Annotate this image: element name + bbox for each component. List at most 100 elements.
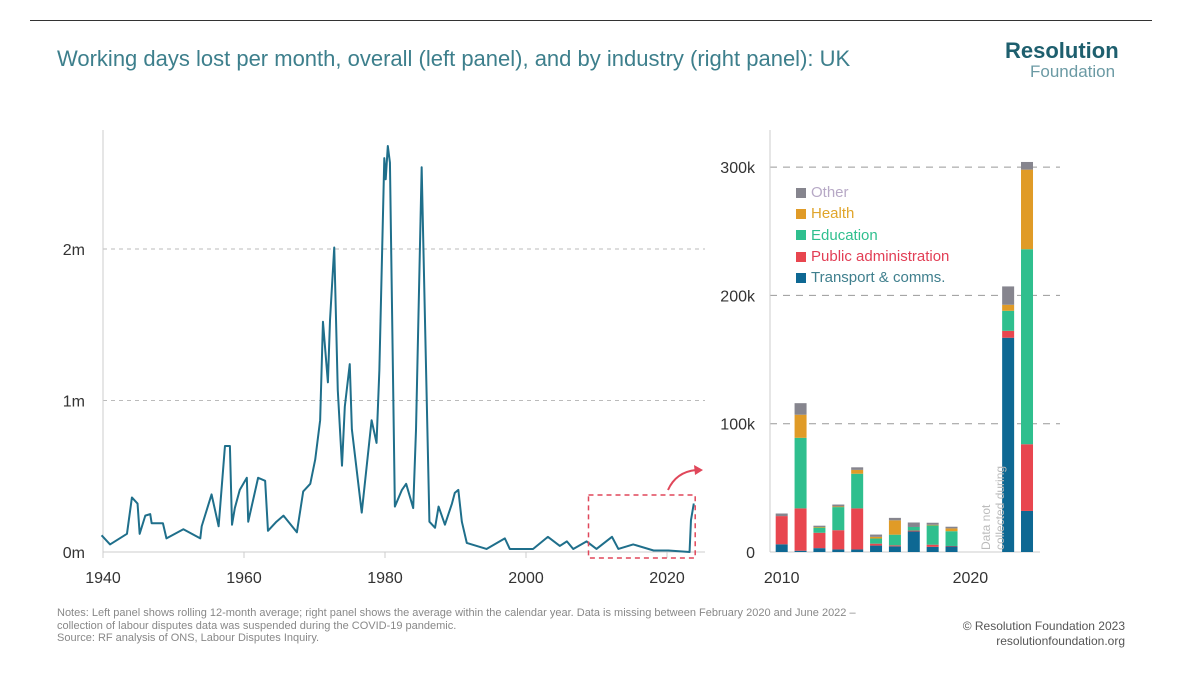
annotation-data-not-collected: Data not collected during [979,466,1007,550]
legend-swatch [796,251,806,262]
bar-segment-transport-comms--2016 [888,546,901,552]
legend-label: Education [811,226,878,244]
bar-segment-health-2014 [851,469,864,474]
legend-label: Public administration [811,247,950,265]
credit: © Resolution Foundation 2023 resolutionf… [963,619,1125,649]
bar-segment-education-2014 [851,473,864,509]
bar-segment-other-2022 [1002,286,1015,305]
bar-segment-public-administration-2017 [907,530,920,532]
bar-segment-public-administration-2019 [945,545,958,547]
bar-segment-health-2013 [832,506,845,508]
bar-segment-public-administration-2010 [775,516,788,545]
notes: Notes: Left panel shows rolling 12-month… [57,607,937,645]
bar-segment-education-2018 [926,525,939,545]
bar-segment-transport-comms--2022 [1002,337,1015,552]
legend-swatch [796,230,806,241]
bar-segment-public-administration-2018 [926,544,939,547]
chart-title: Working days lost per month, overall (le… [57,46,851,71]
bar-segment-other-2010 [775,513,788,517]
logo-line1: Resolution [1005,38,1119,63]
bar-segment-other-2015 [870,534,883,537]
y-tick-label: 300k [720,160,756,177]
bar-segment-education-2011 [794,437,807,509]
bar-segment-public-administration-2012 [813,532,826,549]
website[interactable]: resolutionfoundation.org [996,634,1125,648]
bar-segment-health-2022 [1002,304,1015,311]
legend-label: Other [811,184,849,201]
legend-item-public-administration: Public administration [796,246,949,267]
source-line: Source: RF analysis of ONS, Labour Dispu… [57,632,320,644]
bar-segment-health-2018 [926,524,939,526]
bar-segment-other-2016 [888,517,901,521]
y-tick-label: 2m [63,242,85,259]
arrow-icon [667,469,697,491]
highlight-box [587,494,696,559]
legend: Other Health Education Public administra… [796,182,949,288]
logo-line2: Foundation [1030,62,1116,81]
bar-segment-transport-comms--2015 [870,545,883,552]
bar-segment-other-2017 [907,522,920,527]
y-tick-label: 0 [746,545,755,562]
series-line [100,144,695,553]
y-tick-label: 1m [63,394,85,411]
x-tick-label: 2020 [649,570,685,587]
bar-segment-health-2019 [945,528,958,532]
bar-segment-public-administration-2023 [1021,444,1034,511]
bar-segment-education-2012 [813,527,826,533]
x-tick-label: 2020 [953,570,989,587]
bar-segment-education-2022 [1002,310,1015,331]
top-rule [30,20,1152,21]
bar-segment-transport-comms--2012 [813,548,826,552]
notes-line: collection of labour disputes data was s… [57,619,457,632]
bar-segment-public-administration-2015 [870,543,883,546]
bar-segment-public-administration-2013 [832,530,845,550]
legend-item-health: Health [796,203,949,224]
annotation-line: Data not [979,504,993,550]
y-tick-label: 200k [720,288,756,305]
bar-segment-health-2016 [888,520,901,535]
bar-segment-public-administration-2014 [851,508,864,550]
bar-segment-transport-comms--2011 [794,550,807,552]
bar-segment-other-2023 [1021,161,1034,170]
bar-segment-other-2013 [832,504,845,507]
bar-segment-health-2011 [794,414,807,438]
x-tick-label: 1980 [367,570,403,587]
x-tick-label: 1960 [226,570,262,587]
bar-segment-transport-comms--2019 [945,546,958,552]
bar-segment-health-2023 [1021,169,1034,250]
x-tick-label: 2000 [508,570,544,587]
bar-segment-transport-comms--2023 [1021,510,1034,552]
bar-segment-other-2012 [813,525,826,527]
legend-swatch [796,272,806,283]
y-tick-label: 0m [63,545,85,562]
bar-segment-transport-comms--2018 [926,546,939,552]
bar-segment-education-2017 [907,526,920,531]
bar-segment-education-2015 [870,538,883,544]
bar-segment-other-2018 [926,522,939,525]
bar-segment-transport-comms--2010 [775,544,788,552]
bar-segment-education-2016 [888,534,901,546]
legend-label: Transport & comms. [811,269,946,287]
legend-swatch [796,208,806,219]
bar-segment-public-administration-2011 [794,508,807,551]
copyright: © Resolution Foundation 2023 [962,619,1125,633]
legend-item-other: Other [796,182,949,203]
bar-segment-transport-comms--2013 [832,549,845,552]
bar-segment-transport-comms--2014 [851,549,864,552]
bar-segment-health-2015 [870,536,883,539]
bar-segment-other-2014 [851,467,864,470]
legend-label: Health [811,205,855,223]
bar-segment-public-administration-2022 [1002,330,1015,338]
bar-segment-health-2012 [813,526,826,528]
bar-segment-other-2019 [945,526,958,529]
bar-segment-other-2011 [794,403,807,415]
bar-segment-transport-comms--2017 [907,531,920,552]
y-tick-label: 100k [720,417,756,434]
bar-segment-public-administration-2016 [888,545,901,547]
legend-item-transport: Transport & comms. [796,267,949,288]
annotation-line: collected during [993,466,1007,550]
bar-segment-education-2013 [832,507,845,531]
bar-segment-education-2019 [945,531,958,546]
arrow-head-icon [694,465,703,475]
